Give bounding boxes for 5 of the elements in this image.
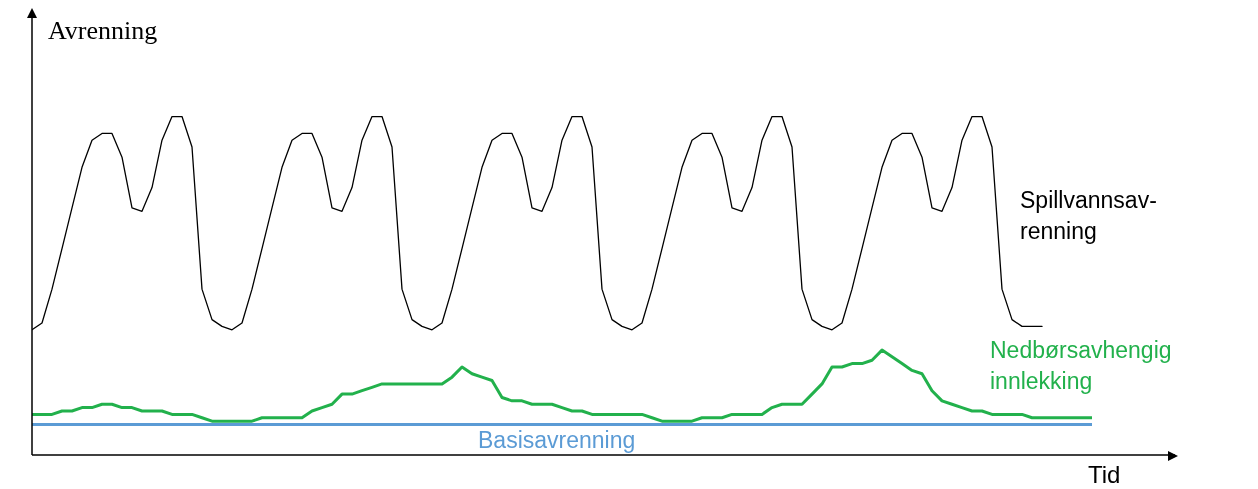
x-axis-title: Tid: [1088, 461, 1121, 489]
series-label: Basisavrenning: [478, 426, 637, 455]
y-axis-title: Avrenning: [48, 16, 158, 46]
series-label: Spillvannsav-renning: [1020, 186, 1157, 246]
series-label: Nedbørsavhengig innlekking: [990, 336, 1173, 396]
